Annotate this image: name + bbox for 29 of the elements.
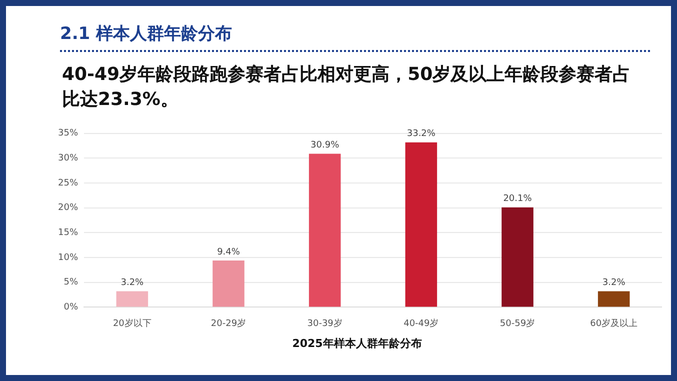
x-tick-label: 20-29岁 bbox=[210, 318, 246, 329]
bar bbox=[308, 154, 341, 307]
y-tick-label: 35% bbox=[58, 128, 78, 139]
y-tick-label: 25% bbox=[58, 178, 78, 188]
data-label: 3.2% bbox=[602, 278, 626, 288]
data-label: 3.2% bbox=[120, 278, 144, 288]
x-tick-label: 40-49岁 bbox=[404, 318, 439, 329]
x-tick-label: 50-59岁 bbox=[500, 318, 536, 329]
y-tick-label: 5% bbox=[64, 278, 78, 288]
bar bbox=[502, 207, 534, 307]
data-label: 20.1% bbox=[503, 194, 532, 204]
data-label: 9.4% bbox=[217, 247, 240, 258]
data-label: 30.9% bbox=[310, 140, 340, 151]
y-tick-label: 15% bbox=[58, 228, 78, 238]
x-tick-label: 30-39岁 bbox=[307, 318, 342, 329]
chart-subtitle: 40-49岁年龄段路跑参赛者占比相对更高，50岁及以上年龄段参赛者占比达23.3%。 bbox=[62, 63, 632, 112]
bar bbox=[405, 142, 438, 307]
bar bbox=[116, 291, 148, 307]
data-label: 33.2% bbox=[406, 129, 436, 140]
bar bbox=[598, 291, 630, 307]
bar bbox=[212, 260, 244, 307]
y-tick-label: 10% bbox=[58, 252, 78, 263]
y-tick-label: 0% bbox=[64, 302, 78, 313]
y-tick-label: 20% bbox=[58, 203, 78, 214]
y-tick-label: 30% bbox=[58, 154, 78, 164]
x-axis-title: 2025年样本人群年龄分布 bbox=[291, 336, 423, 351]
chart-title: 2.1 样本人群年龄分布 bbox=[60, 23, 232, 45]
x-tick-label: 60岁及以上 bbox=[590, 318, 638, 329]
x-tick-label: 20岁以下 bbox=[112, 318, 152, 329]
